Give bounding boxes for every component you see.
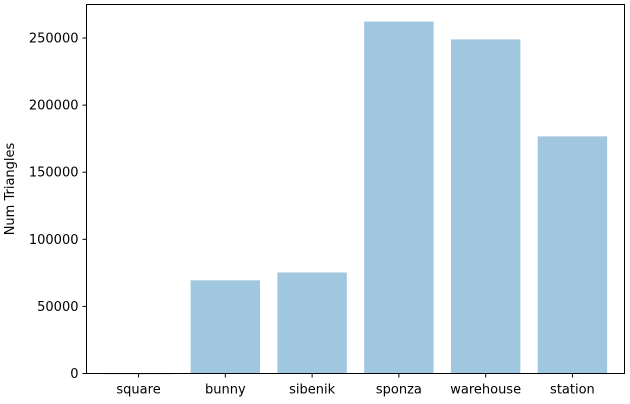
x-tick-label: station (550, 383, 595, 398)
y-tick-label: 200000 (29, 99, 79, 114)
x-tick-label: sibenik (289, 383, 335, 398)
x-axis: square bunny sibenik sponza warehouse station (116, 373, 595, 398)
y-axis-title: Num Triangles (3, 142, 18, 235)
y-tick-label: 50000 (37, 300, 78, 315)
y-tick-label: 250000 (29, 32, 79, 47)
bar-sponza (364, 21, 434, 374)
y-tick-label: 150000 (29, 166, 79, 181)
x-tick-label: sponza (376, 383, 422, 398)
y-tick-label: 0 (70, 367, 78, 382)
bar-sibenik (277, 272, 347, 374)
x-tick-label: bunny (205, 383, 246, 398)
y-axis: 0 50000 100000 150000 200000 250000 (29, 32, 87, 382)
plot-frame (86, 4, 625, 374)
x-tick-label: warehouse (450, 383, 521, 398)
bar-warehouse (450, 39, 521, 374)
bar-bunny (190, 280, 261, 374)
y-tick-label: 100000 (29, 233, 79, 248)
bars-layer (103, 21, 608, 375)
x-tick-label: square (116, 383, 160, 398)
bar-station (537, 136, 608, 374)
